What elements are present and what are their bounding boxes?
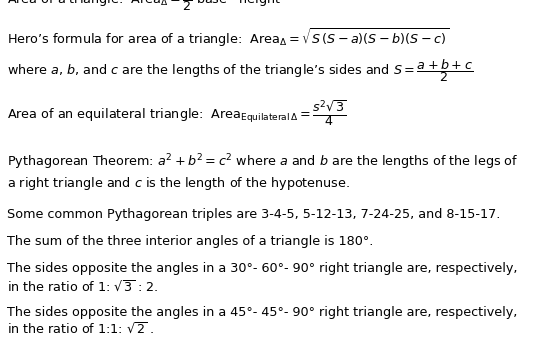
Text: in the ratio of 1:1: $\sqrt{2}$ .: in the ratio of 1:1: $\sqrt{2}$ . [7, 322, 155, 337]
Text: The sides opposite the angles in a 30°- 60°- 90° right triangle are, respectivel: The sides opposite the angles in a 30°- … [7, 262, 517, 275]
Text: Area of a triangle:  Area$_{\Delta} = \dfrac{1}{2}$ base $\cdot$ height: Area of a triangle: Area$_{\Delta} = \df… [7, 0, 281, 13]
Text: Hero’s formula for area of a triangle:  Area$_{\Delta} = \sqrt{S\,(S-a)(S-b)(S-c: Hero’s formula for area of a triangle: A… [7, 26, 449, 49]
Text: in the ratio of 1: $\sqrt{3}$ : 2.: in the ratio of 1: $\sqrt{3}$ : 2. [7, 280, 158, 295]
Text: Area of an equilateral triangle:  Area$_{\mathrm{Equilateral\,\Delta}} = \dfrac{: Area of an equilateral triangle: Area$_{… [7, 99, 347, 129]
Text: Pythagorean Theorem: $a^2 + b^2 = c^2$ where $a$ and $b$ are the lengths of the : Pythagorean Theorem: $a^2 + b^2 = c^2$ w… [7, 153, 518, 172]
Text: The sum of the three interior angles of a triangle is 180°.: The sum of the three interior angles of … [7, 235, 373, 248]
Text: a right triangle and $c$ is the length of the hypotenuse.: a right triangle and $c$ is the length o… [7, 175, 350, 192]
Text: where $a$, $b$, and $c$ are the lengths of the triangle’s sides and $S = \dfrac{: where $a$, $b$, and $c$ are the lengths … [7, 57, 473, 84]
Text: The sides opposite the angles in a 45°- 45°- 90° right triangle are, respectivel: The sides opposite the angles in a 45°- … [7, 306, 517, 319]
Text: Some common Pythagorean triples are 3-4-5, 5-12-13, 7-24-25, and 8-15-17.: Some common Pythagorean triples are 3-4-… [7, 208, 500, 221]
